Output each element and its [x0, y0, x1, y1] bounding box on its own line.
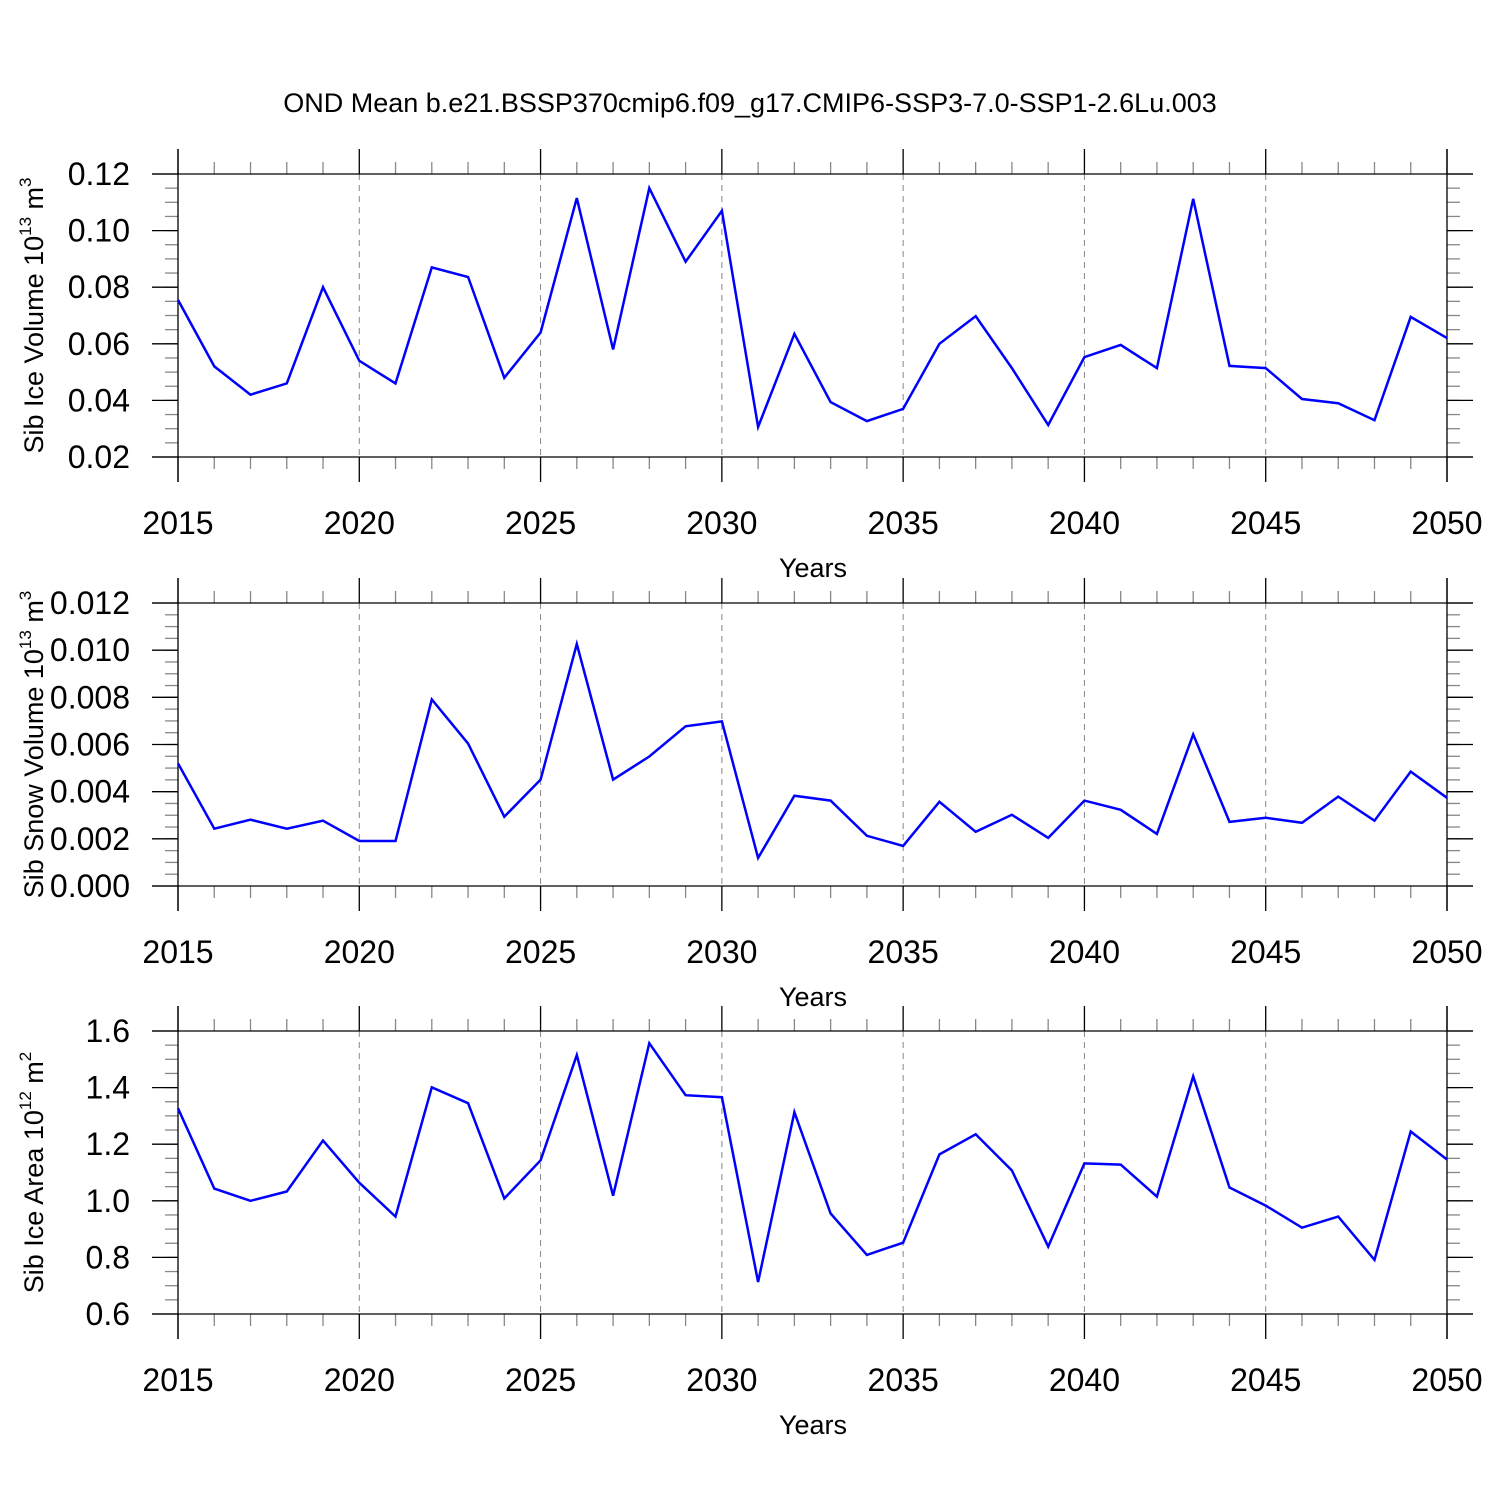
y-axis-label: Sib Snow Volume 1013 m3 [16, 591, 49, 899]
x-axis-label: Years [779, 982, 847, 1012]
y-axis-label-text: Sib Snow Volume 10 [19, 649, 49, 898]
x-tick-label: 2015 [142, 1362, 213, 1398]
y-axis-label: Sib Ice Area 1012 m2 [16, 1052, 49, 1294]
y-tick-label: 0.08 [68, 269, 130, 305]
y-axis-label-text: Sib Ice Area 10 [19, 1110, 49, 1293]
y-tick-label: 0.04 [68, 382, 130, 418]
y-axis-label-text: m [19, 187, 49, 217]
x-tick-label: 2020 [324, 934, 395, 970]
x-tick-label: 2040 [1049, 505, 1120, 541]
y-axis-label: Sib Ice Volume 1013 m3 [16, 177, 49, 453]
x-tick-label: 2025 [505, 505, 576, 541]
x-axis-label: Years [779, 553, 847, 583]
x-tick-label: 2025 [505, 1362, 576, 1398]
x-tick-label: 2030 [686, 934, 757, 970]
y-tick-label: 0.012 [50, 585, 130, 621]
x-tick-label: 2035 [868, 934, 939, 970]
y-axis-label-superscript: 13 [16, 630, 35, 649]
y-tick-label: 0.000 [50, 868, 130, 904]
y-tick-label: 1.2 [86, 1126, 130, 1162]
y-tick-label: 0.10 [68, 213, 130, 249]
y-tick-label: 0.8 [86, 1239, 130, 1275]
y-tick-label: 0.004 [50, 774, 130, 810]
y-tick-label: 0.02 [68, 439, 130, 475]
x-tick-label: 2045 [1230, 934, 1301, 970]
y-axis-label-superscript: 2 [16, 1052, 35, 1061]
series-line [178, 1043, 1447, 1282]
y-tick-label: 1.4 [86, 1070, 130, 1106]
x-tick-label: 2040 [1049, 1362, 1120, 1398]
y-tick-label: 0.008 [50, 679, 130, 715]
x-tick-label: 2050 [1411, 505, 1482, 541]
y-tick-label: 1.6 [86, 1013, 130, 1049]
y-axis-label-superscript: 3 [16, 591, 35, 600]
x-tick-label: 2035 [868, 505, 939, 541]
x-tick-label: 2025 [505, 934, 576, 970]
panel-3: 0.6 0.8 1.0 1.2 1.4 1.6 2015 2020 2025 2030 2035 20… [16, 1006, 1483, 1440]
y-tick-label: 1.0 [86, 1183, 130, 1219]
y-axis-label-superscript: 3 [16, 177, 35, 186]
y-tick-label: 0.010 [50, 632, 130, 668]
y-tick-label: 0.06 [68, 326, 130, 362]
x-tick-label: 2030 [686, 1362, 757, 1398]
x-tick-label: 2020 [324, 505, 395, 541]
y-axis-label-text: m [19, 600, 49, 630]
x-tick-label: 2035 [868, 1362, 939, 1398]
series-line [178, 188, 1447, 427]
x-axis-label: Years [779, 1410, 847, 1440]
panel-2: 0.000 0.002 0.004 0.006 0.008 0.010 0.012 2015 2… [16, 578, 1483, 1012]
y-tick-label: 0.006 [50, 727, 130, 763]
x-tick-label: 2045 [1230, 1362, 1301, 1398]
x-tick-label: 2015 [142, 934, 213, 970]
x-tick-label: 2050 [1411, 1362, 1482, 1398]
y-axis-label-text: m [19, 1061, 49, 1091]
y-tick-label: 0.002 [50, 821, 130, 857]
x-tick-label: 2020 [324, 1362, 395, 1398]
x-tick-label: 2030 [686, 505, 757, 541]
y-tick-label: 0.6 [86, 1296, 130, 1332]
x-tick-label: 2045 [1230, 505, 1301, 541]
x-tick-label: 2050 [1411, 934, 1482, 970]
y-axis-label-superscript: 13 [16, 217, 35, 236]
x-tick-label: 2015 [142, 505, 213, 541]
panel-1: 0.02 0.04 0.06 0.08 0.10 0.12 2015 2020 2025 2030… [16, 149, 1483, 583]
series-line [178, 644, 1447, 858]
y-axis-label-superscript: 12 [16, 1091, 35, 1110]
x-tick-label: 2040 [1049, 934, 1120, 970]
y-tick-label: 0.12 [68, 156, 130, 192]
y-axis-label-text: Sib Ice Volume 10 [19, 236, 49, 454]
chart-title: OND Mean b.e21.BSSP370cmip6.f09_g17.CMIP… [283, 88, 1217, 118]
